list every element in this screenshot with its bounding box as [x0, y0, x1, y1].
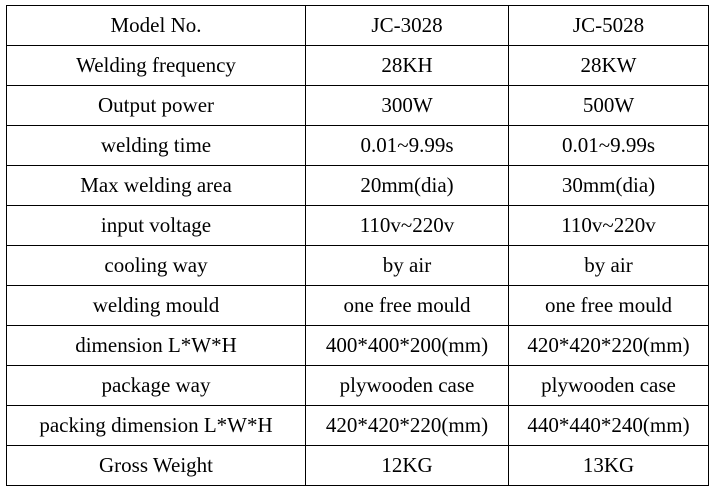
cell: one free mould	[305, 285, 509, 326]
table-row: cooling way by air by air	[6, 245, 709, 286]
cell: JC-3028	[305, 5, 509, 46]
row-label: package way	[6, 365, 306, 406]
cell: 420*420*220(mm)	[508, 325, 709, 366]
cell: 500W	[508, 85, 709, 126]
cell: 110v~220v	[508, 205, 709, 246]
cell: JC-5028	[508, 5, 709, 46]
row-label: welding time	[6, 125, 306, 166]
table-row: Gross Weight 12KG 13KG	[6, 445, 709, 486]
cell: 300W	[305, 85, 509, 126]
table-body: Model No. JC-3028 JC-5028 Welding frequency…	[6, 5, 709, 486]
table-row: packing dimension L*W*H 420*420*220(mm) 44…	[6, 405, 709, 446]
cell: 110v~220v	[305, 205, 509, 246]
cell: 0.01~9.99s	[305, 125, 509, 166]
cell: 30mm(dia)	[508, 165, 709, 206]
cell: by air	[508, 245, 709, 286]
table-row: package way plywooden case plywooden case	[6, 365, 709, 406]
row-label: Gross Weight	[6, 445, 306, 486]
table-row: Model No. JC-3028 JC-5028	[6, 5, 709, 46]
cell: 0.01~9.99s	[508, 125, 709, 166]
row-label: welding mould	[6, 285, 306, 326]
table-row: Output power 300W 500W	[6, 85, 709, 126]
row-label: input voltage	[6, 205, 306, 246]
cell: 13KG	[508, 445, 709, 486]
row-label: Model No.	[6, 5, 306, 46]
row-label: Output power	[6, 85, 306, 126]
row-label: dimension L*W*H	[6, 325, 306, 366]
cell: 20mm(dia)	[305, 165, 509, 206]
cell: 28KW	[508, 45, 709, 86]
spec-table: Model No. JC-3028 JC-5028 Welding frequency…	[6, 5, 709, 486]
table-row: Max welding area 20mm(dia) 30mm(dia)	[6, 165, 709, 206]
table-row: welding time 0.01~9.99s 0.01~9.99s	[6, 125, 709, 166]
cell: 400*400*200(mm)	[305, 325, 509, 366]
cell: one free mould	[508, 285, 709, 326]
cell: plywooden case	[508, 365, 709, 406]
cell: by air	[305, 245, 509, 286]
cell: 28KH	[305, 45, 509, 86]
table-row: welding mould one free mould one free moul…	[6, 285, 709, 326]
table-row: input voltage 110v~220v 110v~220v	[6, 205, 709, 246]
cell: plywooden case	[305, 365, 509, 406]
spec-table-wrap: Model No. JC-3028 JC-5028 Welding frequency…	[6, 5, 709, 486]
row-label: packing dimension L*W*H	[6, 405, 306, 446]
table-row: dimension L*W*H 400*400*200(mm) 420*420*22…	[6, 325, 709, 366]
row-label: Welding frequency	[6, 45, 306, 86]
cell: 12KG	[305, 445, 509, 486]
table-row: Welding frequency 28KH 28KW	[6, 45, 709, 86]
row-label: Max welding area	[6, 165, 306, 206]
row-label: cooling way	[6, 245, 306, 286]
cell: 420*420*220(mm)	[305, 405, 509, 446]
cell: 440*440*240(mm)	[508, 405, 709, 446]
